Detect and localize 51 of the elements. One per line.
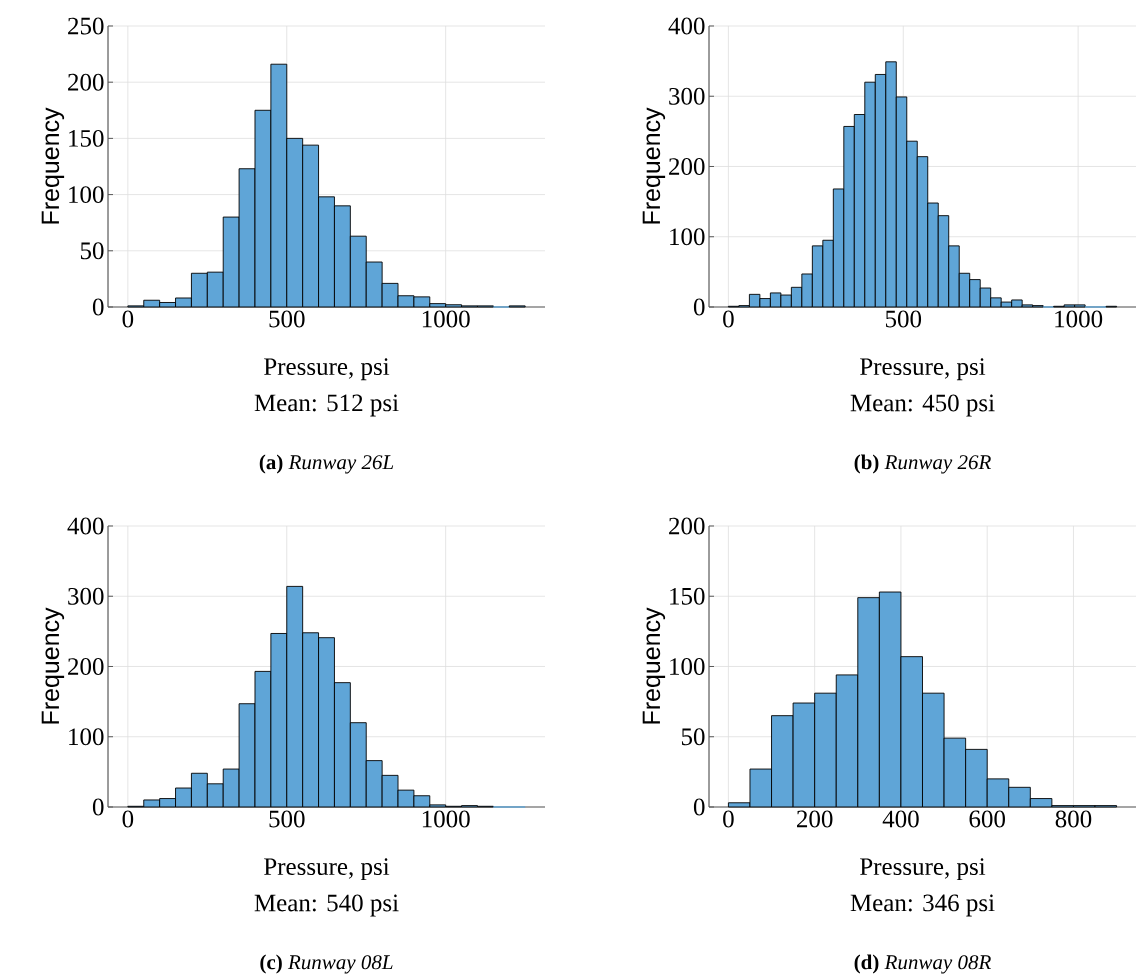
y-tick-label: 100 [69, 186, 104, 204]
x-tick-label: 600 [969, 810, 1005, 828]
y-tick-label: 200 [68, 73, 104, 91]
x-tick-label: 200 [797, 810, 833, 828]
y-axis-title: Frequency [642, 607, 666, 724]
y-tick-label: 100 [670, 228, 705, 246]
y-tick-label: 0 [693, 298, 705, 316]
y-tick-label: 150 [670, 587, 705, 605]
x-tick-label: 800 [1055, 810, 1092, 828]
text: (c) Runway 08L [260, 954, 393, 974]
y-tick-label: 50 [681, 728, 705, 746]
y-tick-label: 100 [69, 728, 104, 746]
x-tick-label: 0 [122, 310, 134, 328]
x-tick-label: 500 [269, 810, 305, 828]
x-tick-label: 500 [885, 310, 922, 328]
y-axis-title: Frequency [41, 107, 65, 224]
y-tick-label: 200 [68, 658, 104, 675]
x-axis-title: Pressure, psi [264, 858, 390, 881]
text: Mean: 512 psi [254, 394, 399, 417]
text: Mean: 346 psi [850, 894, 995, 917]
x-tick-label: 1000 [1055, 310, 1103, 328]
x-tick-label: 0 [723, 310, 734, 328]
y-tick-label: 300 [68, 587, 104, 605]
y-tick-label: 100 [670, 658, 705, 675]
text: Mean: 540 psi [254, 894, 399, 917]
text: (a) Runway 26L [259, 454, 394, 474]
y-tick-label: 150 [69, 129, 104, 147]
x-axis-title: Pressure, psi [264, 358, 390, 381]
text: (d) Runway 08R [854, 954, 991, 974]
text: Mean: 450 psi [850, 394, 995, 417]
y-tick-label: 0 [92, 798, 104, 816]
text: (b) Runway 26R [854, 454, 991, 474]
y-axis-title: Frequency [41, 607, 65, 724]
x-axis-title: Pressure, psi [860, 858, 986, 881]
y-tick-label: 200 [669, 517, 705, 535]
x-axis-title: Pressure, psi [860, 358, 986, 381]
y-tick-label: 400 [67, 517, 104, 535]
x-tick-label: 400 [882, 810, 919, 828]
y-tick-label: 400 [668, 17, 705, 35]
x-tick-label: 0 [122, 810, 134, 828]
y-tick-label: 50 [80, 242, 104, 260]
y-axis-title: Frequency [642, 107, 666, 224]
y-tick-label: 0 [693, 798, 705, 816]
x-tick-label: 1000 [422, 310, 470, 328]
x-tick-label: 500 [269, 310, 305, 328]
y-tick-label: 250 [68, 17, 104, 35]
x-tick-label: 1000 [422, 810, 470, 828]
x-tick-label: 0 [723, 810, 734, 828]
y-tick-label: 0 [92, 298, 104, 316]
y-tick-label: 200 [669, 158, 705, 175]
y-tick-label: 300 [669, 87, 705, 105]
